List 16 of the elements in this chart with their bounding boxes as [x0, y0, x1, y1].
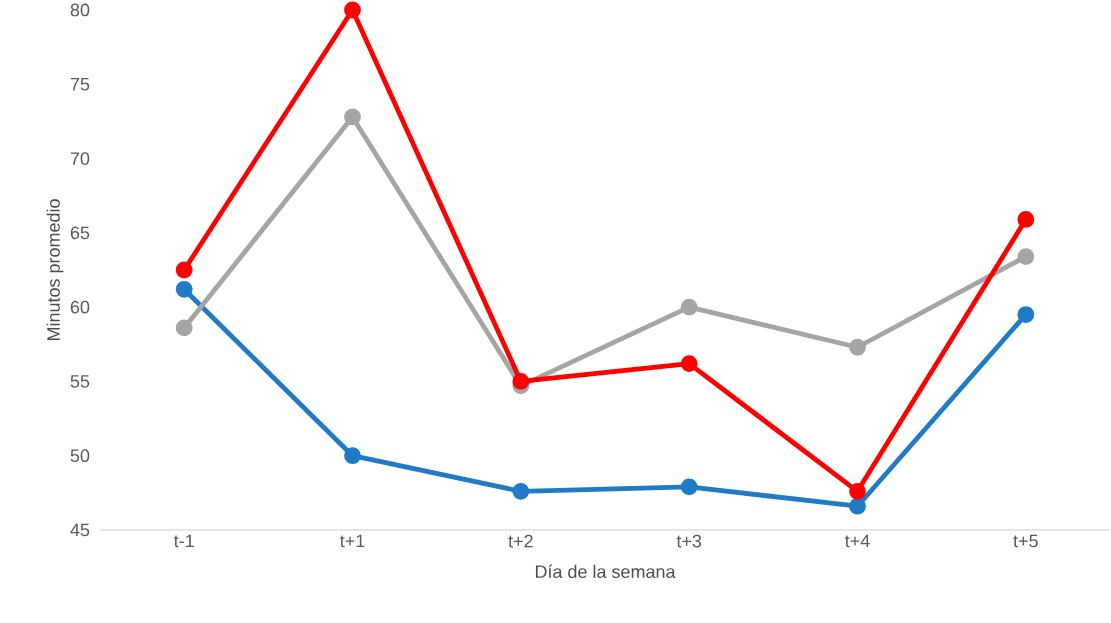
x-tick-label: t+5: [1013, 534, 1038, 548]
x-tick-label: t+2: [508, 534, 533, 548]
y-tick-label: 65: [70, 226, 90, 240]
y-axis-title: Minutos promedio: [46, 199, 64, 341]
y-tick-label: 70: [70, 152, 90, 165]
y-tick-label: 45: [70, 523, 90, 537]
y-tick-label: 75: [70, 78, 90, 91]
y-tick-label: 80: [70, 3, 90, 17]
x-axis-title: Día de la semana: [535, 564, 676, 579]
x-tick-label: t+1: [340, 534, 365, 548]
x-tick-label: t-1: [173, 534, 194, 548]
x-tick-label: t+4: [845, 534, 870, 548]
x-tick-label: t+3: [676, 534, 702, 548]
y-tick-label: 60: [70, 300, 90, 314]
y-tick-label: 50: [70, 449, 90, 463]
y-tick-label: 55: [70, 375, 90, 388]
